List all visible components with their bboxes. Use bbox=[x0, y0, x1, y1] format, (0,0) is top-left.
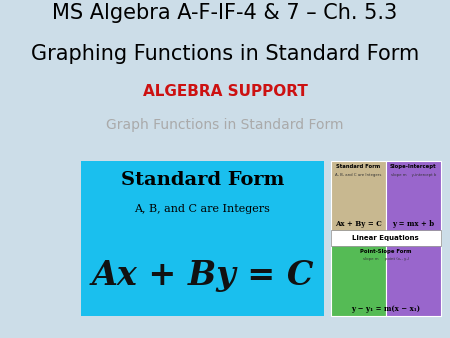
Text: y = mx + b: y = mx + b bbox=[392, 220, 435, 228]
Text: Graphing Functions in Standard Form: Graphing Functions in Standard Form bbox=[31, 44, 419, 64]
Bar bbox=[386, 161, 441, 238]
Text: Standard Form: Standard Form bbox=[336, 164, 380, 169]
Text: slope m    y-intercept b: slope m y-intercept b bbox=[391, 173, 436, 177]
Text: Graph Functions in Standard Form: Graph Functions in Standard Form bbox=[106, 118, 344, 132]
Bar bbox=[386, 238, 441, 316]
Text: A, B, and C are Integers: A, B, and C are Integers bbox=[135, 204, 270, 215]
Bar bbox=[331, 238, 386, 316]
Bar bbox=[331, 161, 386, 238]
Text: Ax + By = C: Ax + By = C bbox=[91, 259, 314, 292]
Text: MS Algebra A-F-IF-4 & 7 – Ch. 5.3: MS Algebra A-F-IF-4 & 7 – Ch. 5.3 bbox=[52, 3, 398, 23]
Bar bbox=[331, 230, 441, 246]
Bar bbox=[81, 161, 324, 316]
Text: Linear Equations: Linear Equations bbox=[352, 235, 419, 241]
Text: A, B, and C are Integers: A, B, and C are Integers bbox=[335, 173, 382, 177]
Text: Ax + By = C: Ax + By = C bbox=[335, 220, 382, 228]
Text: slope m     point (x₁, y₁): slope m point (x₁, y₁) bbox=[363, 257, 409, 261]
Text: Slope-Intercept: Slope-Intercept bbox=[390, 164, 437, 169]
Text: Point-Slope Form: Point-Slope Form bbox=[360, 249, 412, 254]
Text: y − y₁ = m(x − x₁): y − y₁ = m(x − x₁) bbox=[351, 305, 420, 313]
Text: ALGEBRA SUPPORT: ALGEBRA SUPPORT bbox=[143, 84, 307, 99]
Text: Standard Form: Standard Form bbox=[121, 171, 284, 189]
